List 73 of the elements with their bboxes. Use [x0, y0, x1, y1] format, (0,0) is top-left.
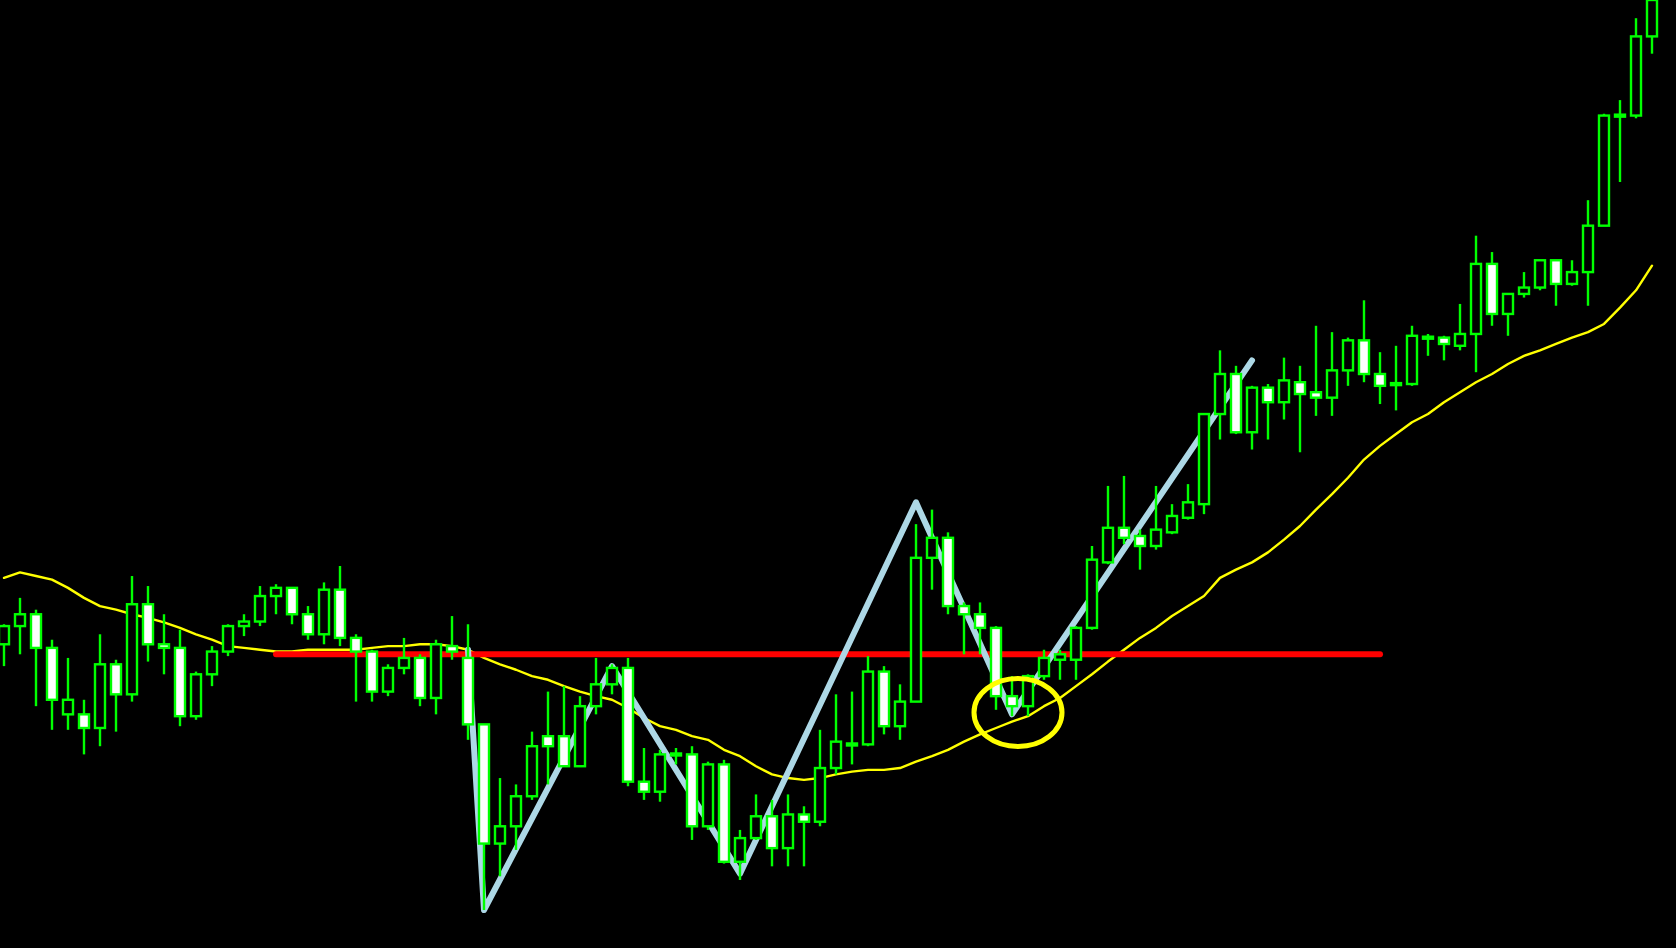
candlestick [829, 693, 843, 776]
candlestick [189, 670, 203, 722]
candlestick [733, 828, 747, 882]
candlestick [1613, 98, 1627, 184]
candlestick [1101, 484, 1115, 566]
candlestick [1325, 330, 1339, 418]
candlestick [509, 783, 523, 852]
candlestick [285, 586, 299, 626]
candlestick [349, 633, 363, 703]
candlestick [1565, 259, 1579, 287]
candlestick [1437, 334, 1451, 362]
candlestick [605, 663, 619, 696]
candlestick [253, 584, 267, 628]
candlestick [637, 746, 651, 802]
candlestick [0, 623, 11, 668]
candlestick [1533, 259, 1547, 292]
candlestick [1117, 474, 1131, 546]
candlestick [925, 508, 939, 591]
candlestick [381, 663, 395, 698]
candlestick [365, 648, 379, 703]
candlestick [1373, 350, 1387, 406]
candlestick [1165, 502, 1179, 536]
candlestick [589, 656, 603, 716]
candlestick [1245, 384, 1259, 451]
candlestick [1053, 648, 1067, 681]
candlestick [1293, 364, 1307, 454]
candlestick [1309, 324, 1323, 418]
candlestick [1037, 648, 1051, 681]
candlestick [1421, 332, 1435, 358]
candlestick [973, 601, 987, 656]
candlestick [1213, 349, 1227, 441]
candlestick [749, 793, 763, 842]
candlestick [269, 583, 283, 616]
candlestick [1389, 344, 1403, 412]
candlestick [797, 805, 811, 868]
candlestick [1277, 356, 1291, 421]
candlestick [893, 683, 907, 742]
candlestick [557, 684, 571, 768]
candlestick [221, 623, 235, 658]
candlestick [1517, 270, 1531, 299]
candlestick [781, 793, 795, 868]
candlestick [1149, 484, 1163, 551]
candlestick [493, 776, 507, 878]
candlestick [845, 690, 859, 766]
candlestick [205, 644, 219, 688]
candlestick [1069, 624, 1083, 681]
candlestick [1501, 292, 1515, 337]
candlestick [1453, 302, 1467, 352]
candlestick [957, 601, 971, 656]
candlestick [29, 608, 43, 708]
candlestick [237, 613, 251, 638]
candlestick [1261, 382, 1275, 441]
candlestick [317, 581, 331, 646]
candlestick [1549, 259, 1563, 307]
candlestick [1181, 482, 1195, 521]
candlestick [141, 584, 155, 663]
candlestick [1581, 199, 1595, 307]
candlestick [1645, 0, 1659, 55]
candlestick [653, 748, 667, 803]
candlestick [301, 604, 315, 641]
candlestick [1341, 336, 1355, 388]
candlestick [61, 656, 75, 732]
candlestick [77, 698, 91, 756]
candlestick [1133, 528, 1147, 571]
candlestick [541, 690, 555, 786]
candlestick [109, 658, 123, 733]
candlestick [157, 613, 171, 676]
candlestick [413, 653, 427, 708]
candlestick [397, 636, 411, 676]
candlestick [1357, 299, 1371, 384]
candlestick [13, 596, 27, 656]
candlestick [445, 614, 459, 661]
candlestick [765, 798, 779, 868]
